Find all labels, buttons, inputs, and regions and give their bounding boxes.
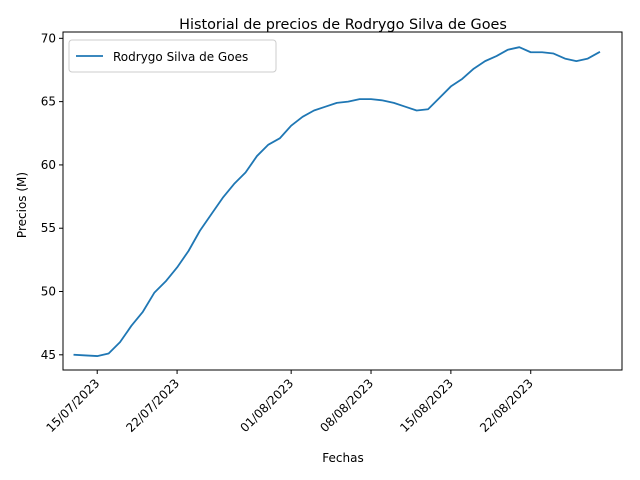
chart-title: Historial de precios de Rodrygo Silva de…	[179, 17, 507, 33]
y-tick-label: 45	[41, 348, 56, 362]
y-tick-label: 55	[41, 221, 56, 235]
legend-label: Rodrygo Silva de Goes	[113, 50, 248, 64]
x-axis-label: Fechas	[322, 451, 363, 465]
legend-box	[68, 39, 277, 73]
y-tick-label: 50	[41, 285, 56, 299]
legend: Rodrygo Silva de Goes	[68, 39, 277, 73]
series-line	[73, 46, 601, 357]
y-tick-label: 60	[41, 158, 56, 172]
y-tick-label: 70	[41, 31, 56, 45]
plot-frame	[62, 31, 623, 371]
y-axis-label: Precios (M)	[15, 172, 29, 238]
plot-area	[73, 46, 601, 357]
y-axis: 45 50 55 60 65 70	[41, 31, 63, 362]
y-tick-label: 65	[41, 95, 56, 109]
